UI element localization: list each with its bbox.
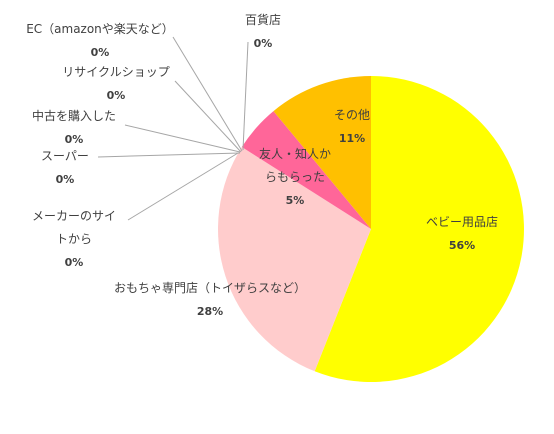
slice-label: 中古を購入した 0%	[32, 108, 116, 146]
leader-line	[172, 36, 243, 152]
pie-slice	[218, 147, 371, 372]
slice-name-label: リサイクルショップ	[62, 65, 169, 79]
slice-percent-label: 0%	[65, 256, 84, 269]
slice-percent-label: 28%	[197, 305, 223, 318]
slice-name-label: おもちゃ専門店（トイザらスなど）	[114, 281, 306, 295]
slice-name-label: らもらった	[265, 170, 325, 184]
slice-label: 百貨店 0%	[245, 12, 281, 50]
slice-name-label: その他	[334, 108, 370, 122]
slice-name-label: スーパー	[41, 149, 89, 163]
slice-name-label: EC（amazonや楽天など）	[26, 22, 174, 36]
slice-name-label: メーカーのサイ	[32, 209, 116, 223]
slice-percent-label: 0%	[254, 37, 273, 50]
slice-percent-label: 0%	[65, 133, 84, 146]
slice-name-label: 友人・知人か	[259, 147, 331, 161]
slice-label: リサイクルショップ 0%	[62, 65, 169, 102]
slice-name-label: 百貨店	[245, 12, 281, 27]
slice-label: EC（amazonや楽天など） 0%	[26, 22, 174, 59]
leader-line	[242, 41, 249, 151]
slice-percent-label: 0%	[107, 89, 126, 102]
slice-percent-label: 5%	[286, 194, 305, 207]
slice-label: おもちゃ専門店（トイザらスなど） 28%	[114, 281, 306, 318]
slice-label: その他 11%	[334, 108, 370, 145]
slice-label: スーパー 0%	[41, 149, 89, 186]
leader-line	[127, 152, 239, 221]
slice-percent-label: 56%	[449, 239, 475, 252]
slice-percent-label: 0%	[56, 173, 75, 186]
slice-name-label: 中古を購入した	[32, 108, 116, 123]
slice-name-label: トから	[56, 232, 92, 246]
pie-slice	[314, 76, 524, 382]
pie-slice	[241, 111, 371, 229]
leader-line	[174, 80, 242, 153]
pie-slice	[273, 76, 371, 229]
slice-percent-label: 0%	[91, 46, 110, 59]
slice-name-label: ベビー用品店	[426, 215, 498, 229]
leader-line	[97, 152, 241, 158]
slice-label: ベビー用品店 56%	[426, 215, 498, 252]
leader-line	[124, 124, 241, 153]
slice-percent-label: 11%	[339, 132, 365, 145]
